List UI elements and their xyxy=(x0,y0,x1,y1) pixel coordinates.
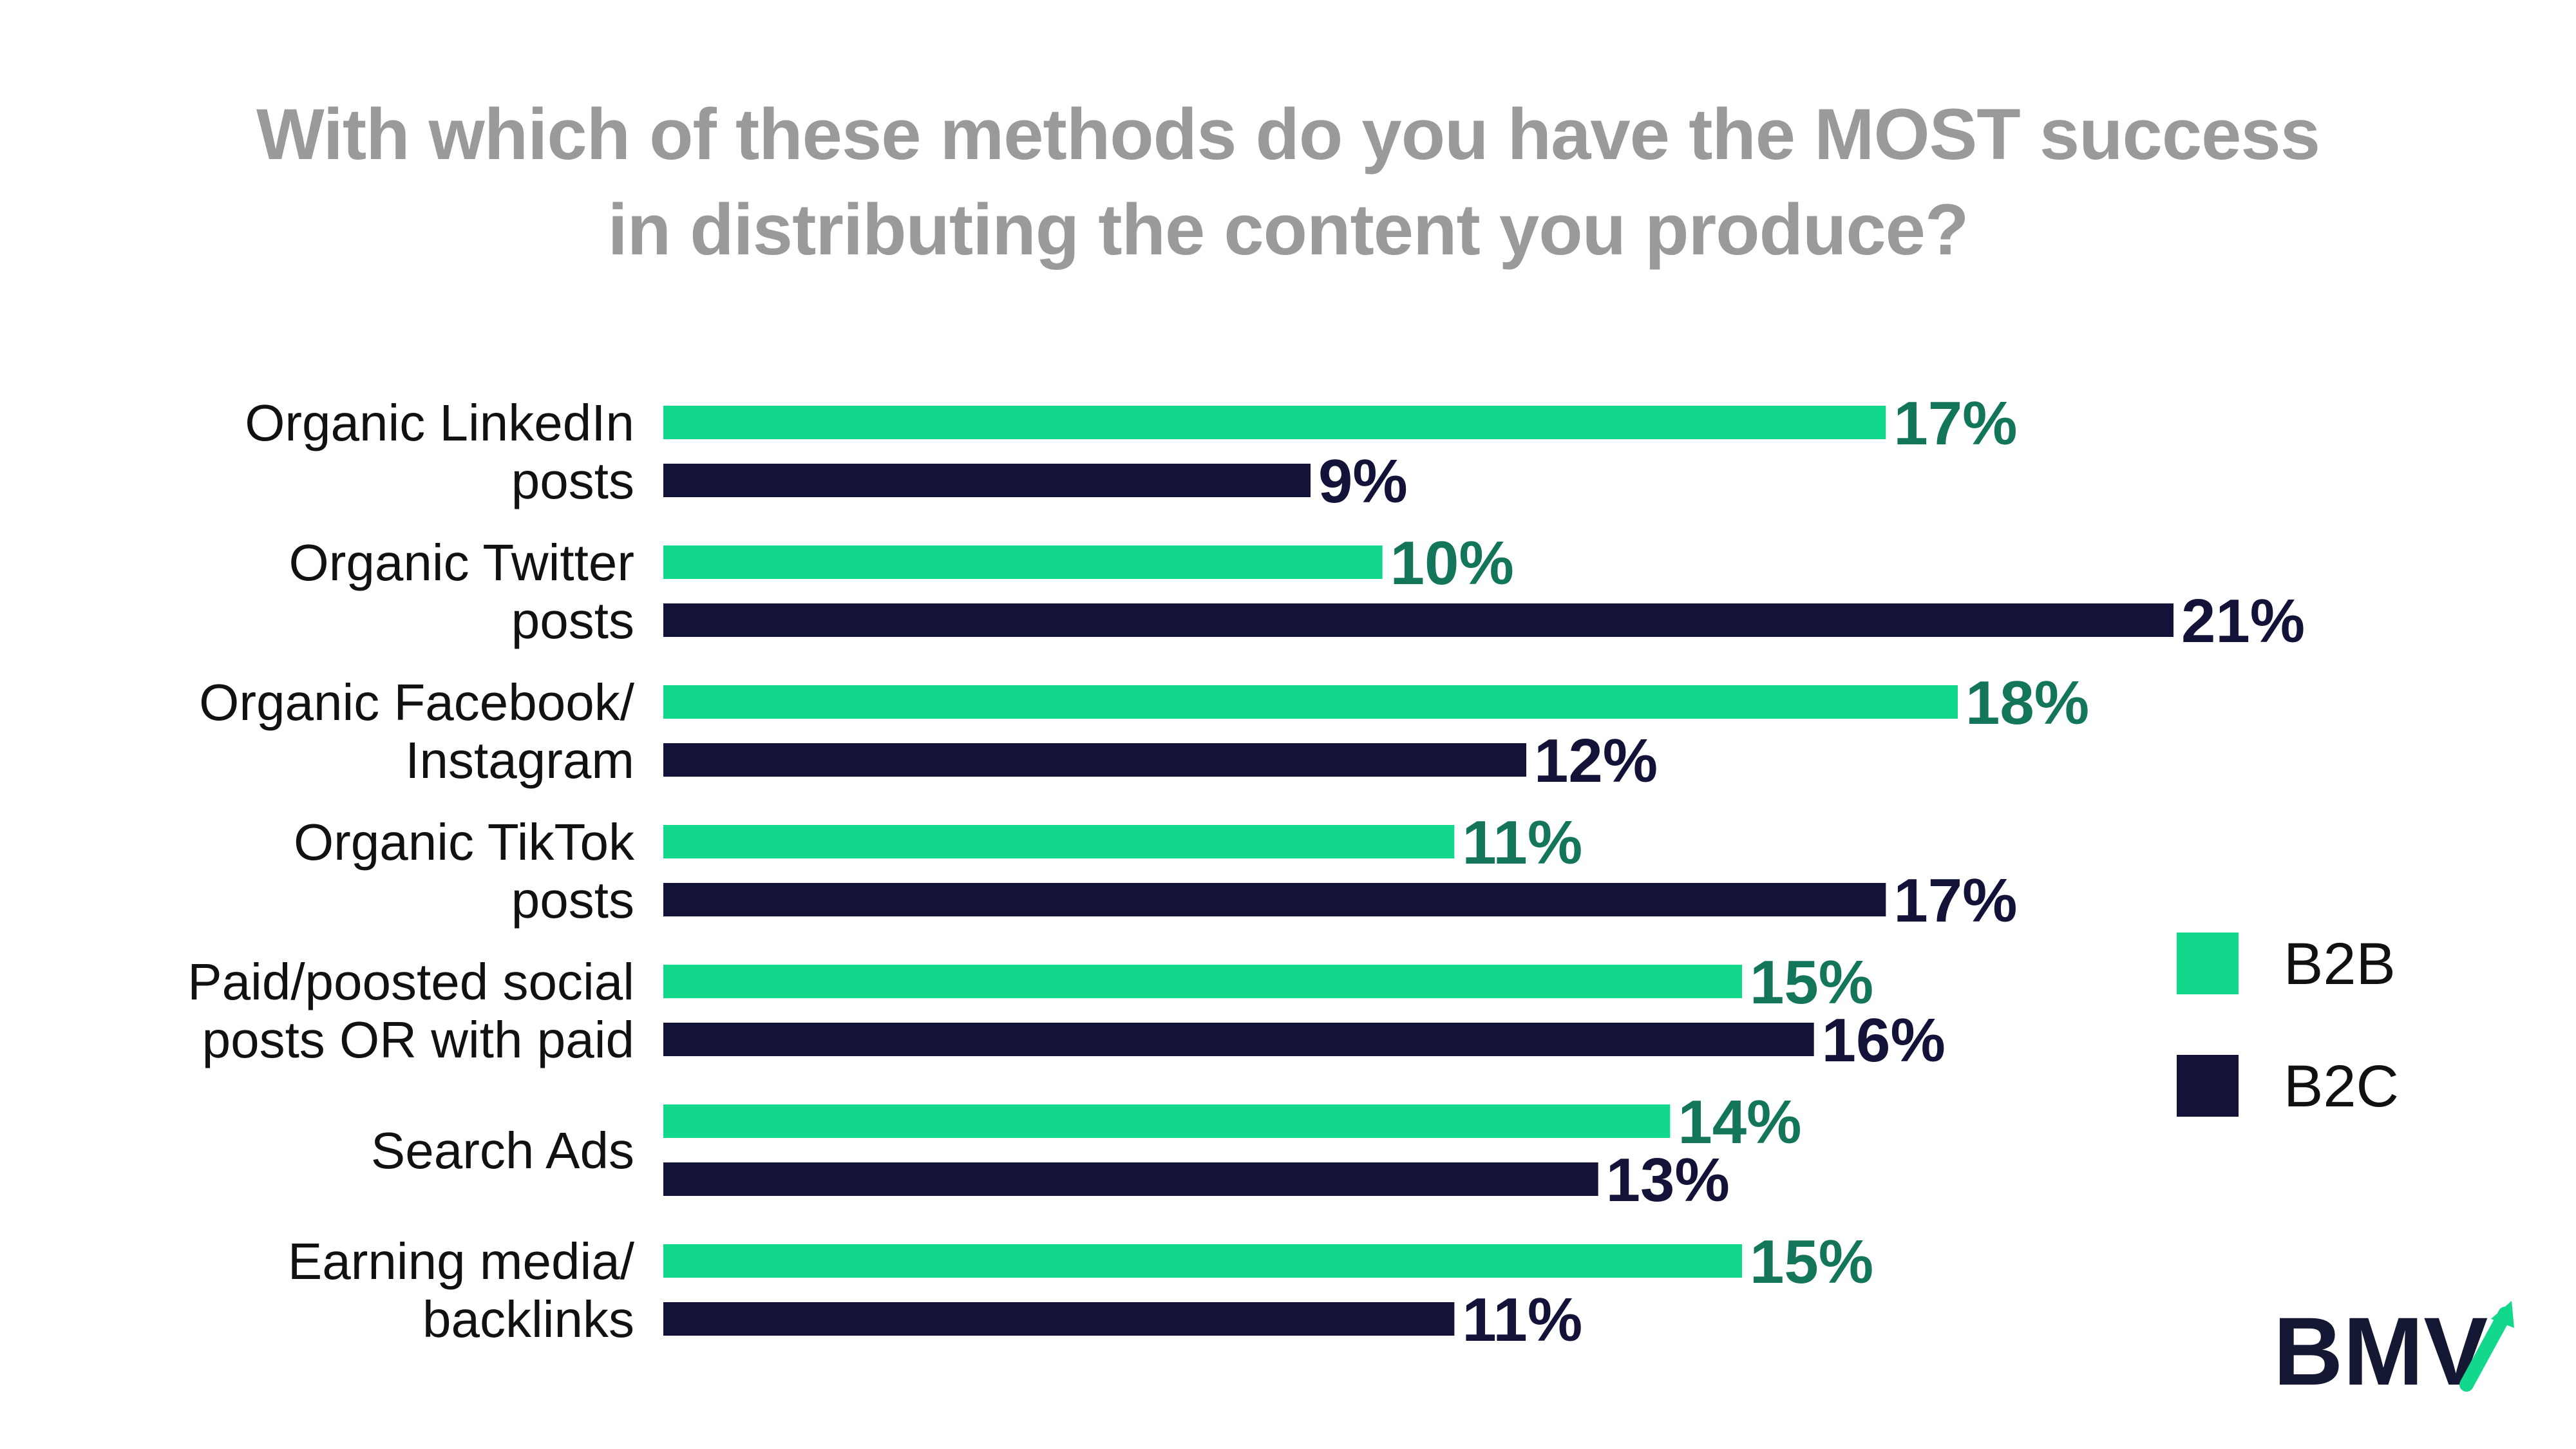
legend-swatch-b2c xyxy=(2177,1055,2239,1117)
bar-b2b xyxy=(663,406,1886,439)
bar-b2c xyxy=(663,1302,1455,1336)
category-label: Instagram xyxy=(405,732,634,789)
category-label: posts xyxy=(511,452,634,509)
legend-label-b2b: B2B xyxy=(2284,931,2396,997)
chart-title-line-1: With which of these methods do you have … xyxy=(256,94,2320,175)
category-label: Organic Twitter xyxy=(289,534,634,591)
bmv-logo: BMV xyxy=(2273,1297,2514,1397)
category-label: Search Ads xyxy=(371,1122,634,1179)
category-label: Paid/poosted social xyxy=(187,953,634,1010)
legend-label-b2c: B2C xyxy=(2284,1054,2399,1119)
data-label-b2c: 17% xyxy=(1893,866,2017,935)
data-label-b2b: 15% xyxy=(1750,1227,1873,1296)
legend-swatch-b2b xyxy=(2177,933,2239,994)
category-label: backlinks xyxy=(422,1291,634,1348)
category-label: Earning media/ xyxy=(288,1233,635,1290)
data-label-b2c: 11% xyxy=(1462,1285,1582,1354)
data-label-b2b: 14% xyxy=(1678,1088,1801,1157)
data-label-b2b: 11% xyxy=(1462,808,1582,877)
data-label-b2b: 15% xyxy=(1750,948,1873,1017)
bar-b2c xyxy=(663,1023,1814,1056)
category-label: posts xyxy=(511,871,634,929)
data-label-b2c: 9% xyxy=(1318,447,1408,516)
bar-b2b xyxy=(663,545,1383,579)
data-label-b2c: 13% xyxy=(1606,1146,1730,1215)
bar-b2c xyxy=(663,603,2174,637)
bar-b2c xyxy=(663,883,1886,916)
category-label: Organic Facebook/ xyxy=(199,674,635,731)
data-label-b2b: 17% xyxy=(1893,389,2017,458)
data-label-b2c: 12% xyxy=(1534,726,1658,795)
upward-arrow-check-icon xyxy=(2459,1301,2514,1392)
bar-b2b xyxy=(663,1244,1742,1278)
data-label-b2b: 10% xyxy=(1390,529,1514,598)
bar-b2c xyxy=(663,1162,1598,1196)
bar-b2b xyxy=(663,685,1958,719)
data-label-b2b: 18% xyxy=(1965,668,2089,737)
category-label: posts OR with paid xyxy=(202,1011,634,1068)
category-label: posts xyxy=(511,592,634,649)
bar-b2c xyxy=(663,743,1526,777)
data-label-b2c: 21% xyxy=(2181,587,2305,656)
category-label: Organic LinkedIn xyxy=(245,394,634,451)
bar-b2b xyxy=(663,965,1742,998)
bar-b2b xyxy=(663,1104,1671,1138)
bar-b2b xyxy=(663,825,1455,858)
chart-title: With which of these methods do you have … xyxy=(0,87,2576,278)
category-label: Organic TikTok xyxy=(294,813,635,871)
logo-text: BMV xyxy=(2273,1297,2488,1397)
bar-b2c xyxy=(663,464,1311,497)
data-label-b2c: 16% xyxy=(1822,1006,1946,1075)
chart-title-line-2: in distributing the content you produce? xyxy=(607,189,1969,270)
